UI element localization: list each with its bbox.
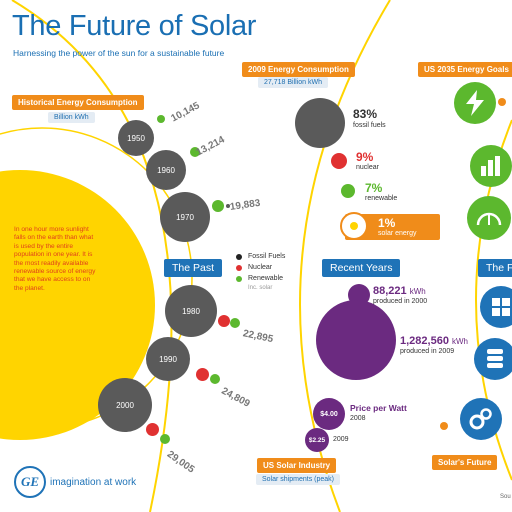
price-2008-year: 2008 xyxy=(350,415,366,422)
historical-unit: Billion kWh xyxy=(48,112,95,123)
page-title: The Future of Solar xyxy=(12,10,257,42)
renewable-dot xyxy=(190,147,200,157)
year-circle-1970: 1970 xyxy=(160,192,210,242)
nuclear-label: nuclear xyxy=(356,164,379,171)
legend-fossil: Fossil Fuels xyxy=(248,253,286,260)
legend-renewable: Renewable xyxy=(248,275,284,282)
solar-industry-label: US Solar Industry xyxy=(257,458,337,473)
renewable-dot xyxy=(212,200,224,212)
legend-renewable-swatch xyxy=(236,276,242,282)
year-circle-1960: 1960 xyxy=(146,150,186,190)
fossil-pct: 83% xyxy=(353,107,378,121)
solar-2000-value: 88,221 kWh xyxy=(373,285,426,297)
renewable-label: renewable xyxy=(365,195,398,202)
goal-marker xyxy=(498,98,506,106)
solar-industry-sub: Solar shipments (peak) xyxy=(256,474,340,485)
price-label: Price per Watt xyxy=(350,403,407,413)
price-2008-circle: $4.00 xyxy=(313,398,345,430)
fossil-share-circle xyxy=(295,98,345,148)
year-circle-1990: 1990 xyxy=(146,337,190,381)
nuclear-dot xyxy=(218,315,230,327)
ge-logo: GE xyxy=(14,466,46,498)
consumption-2009-label: 2009 Energy Consumption xyxy=(242,62,355,77)
nuclear-share-circle xyxy=(331,153,347,169)
energy-goals-label: US 2035 Energy Goals xyxy=(418,62,512,77)
bar-chart-icon xyxy=(470,145,512,187)
sun-fact-text: In one hour more sunlight falls on the e… xyxy=(14,226,96,292)
solar-2009-circle xyxy=(316,300,396,380)
solars-future-label: Solar's Future xyxy=(432,455,498,470)
historical-label: Historical Energy Consumption xyxy=(12,95,144,110)
renewable-pct: 7% xyxy=(365,181,383,195)
year-circle-1950: 1950 xyxy=(118,120,154,156)
page-subtitle: Harnessing the power of the sun for a su… xyxy=(13,48,225,58)
solar-pct: 1% xyxy=(378,216,396,230)
renewable-dot xyxy=(230,318,240,328)
nuclear-dot xyxy=(146,423,159,436)
source-fragment: Sou xyxy=(500,494,511,500)
solar-2009-note: produced in 2009 xyxy=(400,348,455,355)
renewable-dot xyxy=(160,434,170,444)
nuclear-dot xyxy=(196,368,209,381)
recent-years-label: Recent Years xyxy=(322,259,401,277)
renewable-dot xyxy=(157,115,165,123)
year-circle-1980: 1980 xyxy=(165,285,217,337)
database-icon xyxy=(474,338,512,380)
renewable-share-circle xyxy=(341,184,355,198)
the-future-label: The Fu xyxy=(478,259,512,277)
price-2009-year: 2009 xyxy=(333,436,349,443)
nuclear-pct: 9% xyxy=(356,150,374,164)
solar-2009-value: 1,282,560 kWh xyxy=(400,335,468,347)
consumption-2009-total: 27,718 Billion kWh xyxy=(258,77,328,88)
legend-nuclear: Nuclear xyxy=(248,264,273,271)
solar-2000-note: produced in 2000 xyxy=(373,298,428,305)
renewable-dot xyxy=(210,374,220,384)
the-past-label: The Past xyxy=(164,259,223,277)
grid-icon xyxy=(480,286,512,328)
connector-dot xyxy=(226,204,230,208)
fossil-label: fossil fuels xyxy=(353,122,386,129)
year-circle-2000: 2000 xyxy=(98,378,152,432)
price-2009-circle: $2.25 xyxy=(305,428,329,452)
gauge-icon xyxy=(467,196,511,240)
solar-label: solar energy xyxy=(378,230,417,237)
lightning-icon xyxy=(454,82,496,124)
legend-nuclear-swatch xyxy=(236,265,242,271)
legend-fossil-swatch xyxy=(236,254,242,260)
ge-tagline: imagination at work xyxy=(50,477,137,488)
gears-icon xyxy=(460,398,502,440)
goal-marker xyxy=(440,422,448,430)
solar-share-circle xyxy=(350,222,358,230)
legend-renewable-note: Inc. solar xyxy=(248,285,273,291)
